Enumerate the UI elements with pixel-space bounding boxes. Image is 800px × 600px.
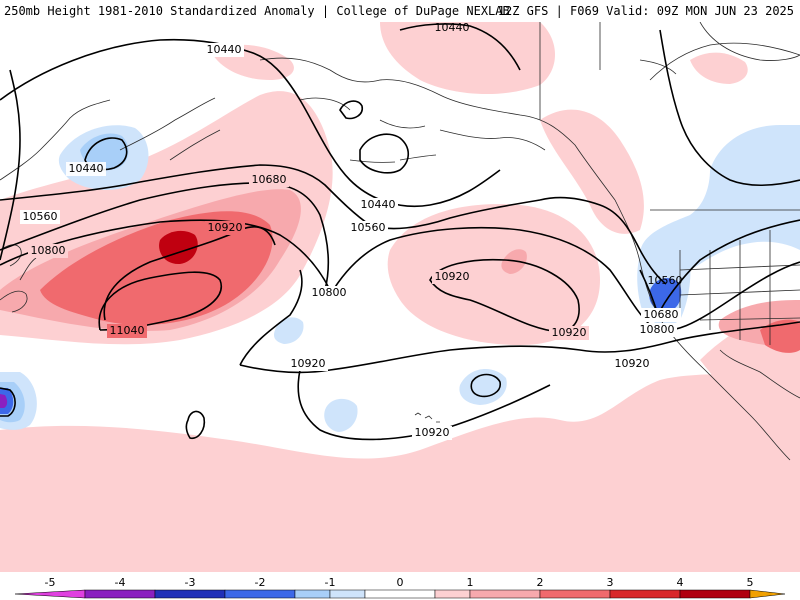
- colorbar-segment: [84, 589, 156, 599]
- contour-10680-a: [0, 182, 330, 291]
- colorbar-tick-label: 3: [607, 576, 614, 589]
- contour-10560-a: [0, 164, 541, 230]
- contour-10920-g: [185, 410, 206, 440]
- colorbar-ticks: -5 -4 -3 -2 -1 0 1 2 3 4 5: [45, 576, 754, 589]
- contour-10800-a: [0, 219, 331, 291]
- colorbar-tick-label: 1: [467, 576, 474, 589]
- contour-label: 10800: [28, 244, 68, 258]
- contour-label: 10440: [66, 162, 106, 176]
- contour-10920-d: [429, 258, 580, 333]
- height-contours: [0, 23, 800, 441]
- colorbar-tick-label: 4: [677, 576, 684, 589]
- svg-text:10560: 10560: [23, 210, 58, 223]
- colorbar-segment: [294, 589, 331, 599]
- contour-10920-b: [239, 269, 303, 366]
- contour-label: 10440: [358, 198, 398, 212]
- colorbar-segment: [609, 589, 681, 599]
- svg-text:10920: 10920: [552, 326, 587, 339]
- contour-10920-a: [103, 226, 276, 321]
- svg-text:10440: 10440: [207, 43, 242, 56]
- svg-text:10920: 10920: [291, 357, 326, 370]
- svg-text:10920: 10920: [415, 426, 450, 439]
- contour-label: 10680: [641, 308, 681, 322]
- colorbar-segment: [434, 589, 471, 599]
- contour-label: 10560: [648, 274, 683, 287]
- colorbar-segment: [679, 589, 751, 599]
- contour-10440-a: [0, 38, 501, 208]
- colorbar-segments: [14, 589, 786, 599]
- svg-text:10800: 10800: [11, 244, 46, 257]
- contour-10560-c: [0, 69, 21, 261]
- colorbar: -5 -4 -3 -2 -1 0 1 2 3 4 5: [0, 572, 800, 600]
- contour-label: 11040 10920: [412, 426, 452, 440]
- contour-label: 10800: [637, 323, 677, 337]
- contour-10560-b: [539, 196, 667, 285]
- colorbar-segment: [224, 589, 296, 599]
- anomaly-map: 10440 10440 10440 10440 10560 10560: [0, 22, 800, 572]
- svg-text:10800: 10800: [312, 286, 347, 299]
- svg-text:10920: 10920: [615, 357, 650, 370]
- contour-label: 10920: [432, 270, 472, 284]
- colorbar-segment: [539, 589, 611, 599]
- negative-anomaly-peak: [0, 394, 8, 408]
- contour-label: 10560: [348, 221, 388, 235]
- contour-label: 10800: [309, 286, 349, 300]
- contour-label: 10920: [205, 221, 245, 235]
- contour-10920-f: [470, 373, 501, 398]
- contour-label: 11040: [107, 324, 147, 338]
- svg-text:10440: 10440: [69, 162, 104, 175]
- coastlines: [0, 22, 800, 461]
- contour-11040: [98, 271, 222, 331]
- svg-text:10680: 10680: [644, 308, 679, 321]
- colorbar-tick-label: -3: [185, 576, 196, 589]
- colorbar-tick-label: -4: [115, 576, 126, 589]
- contour-10680-b: [639, 219, 800, 318]
- colorbar-tick-label: 5: [747, 576, 754, 589]
- colorbar-segment: [329, 589, 366, 599]
- contour-label: 10920: [288, 357, 328, 371]
- map-header: 250mb Height 1981-2010 Standardized Anom…: [0, 0, 800, 22]
- colorbar-tick-label: -5: [45, 576, 56, 589]
- svg-text:10560: 10560: [351, 221, 386, 234]
- contour-labels: 10440 10440 10440 10440 10560 10560: [11, 22, 683, 440]
- svg-text:10800: 10800: [31, 244, 66, 257]
- svg-text:10920: 10920: [435, 270, 470, 283]
- contour-label: 10680: [249, 173, 289, 187]
- colorbar-tick-label: 0: [397, 576, 404, 589]
- contour-low-west: [0, 387, 16, 417]
- contour-10920-c: [239, 321, 800, 374]
- colorbar-tick-label: -2: [255, 576, 266, 589]
- svg-text:10800: 10800: [640, 323, 675, 336]
- contour-10440-b: [399, 23, 521, 71]
- colorbar-segment: [469, 589, 541, 599]
- contour-10440-d: [339, 100, 364, 120]
- map-title: 250mb Height 1981-2010 Standardized Anom…: [4, 4, 510, 18]
- svg-text:10440: 10440: [361, 198, 396, 211]
- svg-text:11040: 11040: [110, 324, 145, 337]
- contour-10440-c: [659, 29, 800, 187]
- svg-text:10920: 10920: [208, 221, 243, 234]
- contour-label: 10560: [20, 210, 60, 224]
- svg-text:10560: 10560: [648, 274, 683, 287]
- svg-text:10440: 10440: [435, 22, 470, 34]
- contour-label: 10440: [435, 22, 470, 34]
- model-run-info: 12Z GFS | F069 Valid: 09Z MON JUN 23 202…: [497, 4, 794, 18]
- contour-label: 10920: [549, 326, 589, 340]
- contour-10920-e: [297, 369, 551, 441]
- colorbar-segment: [364, 589, 436, 599]
- colorbar-tick-label: 2: [537, 576, 544, 589]
- contour-label: 10920: [612, 357, 652, 371]
- colorbar-segment: [154, 589, 226, 599]
- colorbar-tick-label: -1: [325, 576, 336, 589]
- contour-10800-b: [329, 226, 800, 331]
- contour-10440-e: [359, 133, 410, 174]
- colorbar-segment: [749, 589, 786, 599]
- svg-text:10680: 10680: [252, 173, 287, 186]
- contour-label: 10440: [204, 43, 244, 57]
